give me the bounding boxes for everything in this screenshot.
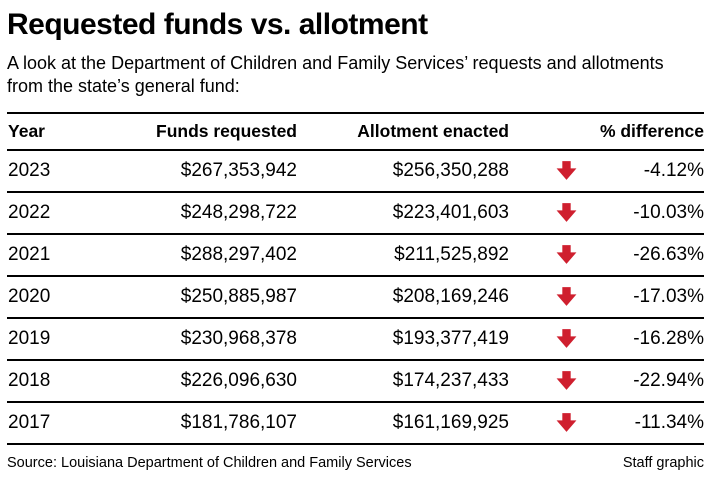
down-arrow-icon [555, 412, 578, 433]
table-row: 2021 $288,297,402 $211,525,892 -26.63% [7, 235, 704, 277]
allotment-enacted-cell: $193,377,419 [392, 327, 509, 349]
difference-cell: -26.63% [509, 244, 704, 266]
footer: Source: Louisiana Department of Children… [7, 455, 704, 471]
column-header-percent-difference: % difference [599, 120, 704, 141]
staff-credit: Staff graphic [622, 454, 704, 471]
column-header-year: Year [8, 120, 45, 141]
difference-value: -22.94% [633, 369, 704, 391]
table-row: 2019 $230,968,378 $193,377,419 -16.28% [7, 319, 704, 361]
year-cell: 2018 [8, 369, 51, 391]
difference-value: -10.03% [633, 201, 704, 223]
difference-value: -26.63% [633, 243, 704, 265]
down-arrow-icon [555, 244, 578, 265]
funds-requested-cell: $226,096,630 [180, 369, 297, 391]
allotment-enacted-cell: $174,237,433 [392, 369, 509, 391]
year-cell: 2017 [8, 411, 51, 433]
difference-value: -16.28% [633, 327, 704, 349]
subtitle: A look at the Department of Children and… [7, 53, 664, 97]
table-row: 2017 $181,786,107 $161,169,925 -11.34% [7, 403, 704, 445]
funds-requested-cell: $181,786,107 [180, 411, 297, 433]
allotment-enacted-cell: $161,169,925 [392, 411, 509, 433]
down-arrow-icon [555, 328, 578, 349]
funds-requested-cell: $288,297,402 [180, 243, 297, 265]
difference-cell: -4.12% [509, 160, 704, 182]
table-header-row: Year Funds requested Allotment enacted %… [7, 114, 704, 151]
down-arrow-icon [555, 286, 578, 307]
year-cell: 2023 [8, 159, 51, 181]
allotment-enacted-cell: $256,350,288 [392, 159, 509, 181]
difference-cell: -22.94% [509, 370, 704, 392]
year-cell: 2022 [8, 201, 51, 223]
allotment-enacted-cell: $211,525,892 [394, 243, 509, 265]
down-arrow-icon [555, 202, 578, 223]
difference-cell: -16.28% [509, 328, 704, 350]
year-cell: 2021 [8, 243, 51, 265]
funds-requested-cell: $267,353,942 [180, 159, 297, 181]
down-arrow-icon [555, 160, 578, 181]
table-row: 2023 $267,353,942 $256,350,288 -4.12% [7, 151, 704, 193]
column-header-funds-requested: Funds requested [156, 120, 297, 141]
page-title: Requested funds vs. allotment [7, 8, 428, 41]
difference-cell: -17.03% [509, 286, 704, 308]
table-row: 2022 $248,298,722 $223,401,603 -10.03% [7, 193, 704, 235]
difference-cell: -11.34% [509, 412, 704, 434]
table-row: 2018 $226,096,630 $174,237,433 -22.94% [7, 361, 704, 403]
difference-value: -11.34% [634, 411, 704, 433]
difference-cell: -10.03% [509, 202, 704, 224]
year-cell: 2020 [8, 285, 51, 307]
difference-value: -4.12% [643, 159, 704, 181]
funds-requested-cell: $248,298,722 [180, 201, 297, 223]
year-cell: 2019 [8, 327, 51, 349]
difference-value: -17.03% [633, 285, 704, 307]
down-arrow-icon [555, 370, 578, 391]
funds-table: Year Funds requested Allotment enacted %… [7, 111, 704, 445]
funds-requested-cell: $230,968,378 [180, 327, 297, 349]
source-credit: Source: Louisiana Department of Children… [7, 454, 412, 471]
column-header-allotment-enacted: Allotment enacted [357, 120, 509, 141]
funds-requested-cell: $250,885,987 [180, 285, 297, 307]
allotment-enacted-cell: $208,169,246 [392, 285, 509, 307]
allotment-enacted-cell: $223,401,603 [392, 201, 509, 223]
table-row: 2020 $250,885,987 $208,169,246 -17.03% [7, 277, 704, 319]
